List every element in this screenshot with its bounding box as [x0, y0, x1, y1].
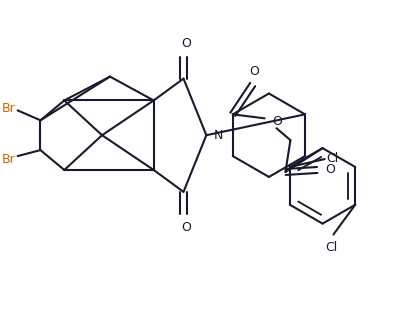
- Text: Cl: Cl: [326, 152, 338, 165]
- Text: Cl: Cl: [324, 240, 337, 254]
- Text: N: N: [213, 129, 222, 142]
- Text: Br: Br: [2, 102, 16, 115]
- Text: O: O: [324, 163, 334, 176]
- Text: O: O: [272, 115, 282, 128]
- Text: O: O: [249, 64, 259, 77]
- Text: O: O: [181, 37, 191, 50]
- Text: Br: Br: [2, 153, 16, 166]
- Text: O: O: [181, 221, 191, 234]
